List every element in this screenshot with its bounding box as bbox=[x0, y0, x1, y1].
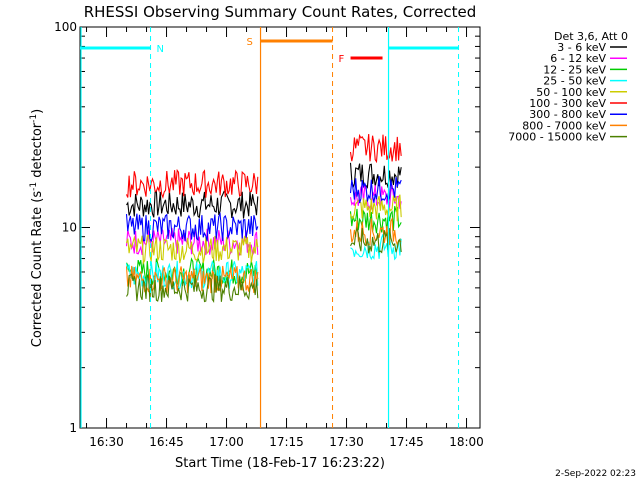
series-line bbox=[349, 176, 402, 204]
series-line bbox=[125, 265, 259, 294]
x-tick-label: 17:15 bbox=[269, 435, 304, 449]
series-line bbox=[349, 133, 402, 164]
y-axis-label-main: Corrected Count Rate (s bbox=[30, 191, 45, 348]
legend-entry-label: 3 - 6 keV bbox=[557, 41, 606, 54]
legend-entry-label: 12 - 25 keV bbox=[543, 63, 606, 76]
legend-entry-label: 100 - 300 keV bbox=[529, 97, 606, 110]
series-line bbox=[125, 168, 259, 199]
series-line bbox=[125, 235, 259, 266]
footer-date: 2-Sep-2022 02:23 bbox=[555, 469, 636, 479]
plot-area: N S F bbox=[79, 26, 481, 429]
series-line bbox=[125, 212, 259, 243]
series-line bbox=[126, 256, 259, 288]
y-axis-label-end: ) bbox=[30, 109, 45, 114]
y-tick-label: 10 bbox=[62, 221, 77, 235]
legend-entry-label: 300 - 800 keV bbox=[529, 108, 606, 121]
chart-title: RHESSI Observing Summary Count Rates, Co… bbox=[84, 3, 477, 21]
legend-entry-label: 25 - 50 keV bbox=[543, 75, 606, 88]
annotation-label: S bbox=[247, 37, 253, 48]
y-tick-label: 1 bbox=[69, 421, 77, 435]
series-line bbox=[126, 190, 259, 219]
series-line bbox=[350, 233, 402, 261]
plot-frame bbox=[79, 26, 481, 429]
y-axis-label-mid: detector bbox=[30, 122, 45, 182]
x-tick-label: 17:45 bbox=[389, 435, 424, 449]
series-line bbox=[126, 273, 259, 303]
y-axis-label: Corrected Count Rate (s-1 detector-1) bbox=[29, 109, 45, 347]
legend-entry-label: 7000 - 15000 keV bbox=[508, 131, 606, 144]
legend-entry-label: 6 - 12 keV bbox=[550, 52, 606, 65]
legend-header: Det 3,6, Att 0 bbox=[554, 30, 628, 43]
y-axis-label-sup2: -1 bbox=[29, 114, 39, 123]
series-line bbox=[350, 225, 402, 254]
annotation-label: N bbox=[157, 44, 164, 55]
series-line bbox=[349, 162, 402, 190]
annotation-label: F bbox=[339, 54, 345, 65]
legend-entry-label: 800 - 7000 keV bbox=[522, 119, 606, 132]
y-tick-label: 100 bbox=[54, 20, 77, 34]
x-tick-label: 16:45 bbox=[149, 435, 184, 449]
y-axis-label-sup1: -1 bbox=[29, 182, 39, 191]
x-tick-label: 18:00 bbox=[449, 435, 484, 449]
x-tick-label: 17:00 bbox=[209, 435, 244, 449]
x-axis-label: Start Time (18-Feb-17 16:23:22) bbox=[175, 456, 385, 471]
x-tick-label: 17:30 bbox=[329, 435, 364, 449]
x-tick-label: 16:30 bbox=[89, 435, 124, 449]
legend-entry-label: 50 - 100 keV bbox=[536, 86, 606, 99]
